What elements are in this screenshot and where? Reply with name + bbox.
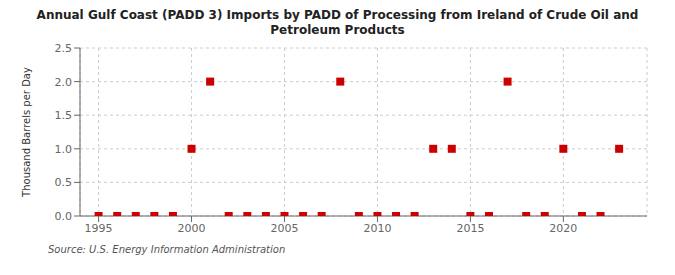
html-text:Annual Gulf Coast (PADD 3) Imp: Annual Gulf Coast (PADD 3) Imports by PA…: [36, 8, 639, 22]
svg-text:1.0: 1.0: [55, 143, 73, 156]
svg-text:2020: 2020: [549, 222, 577, 235]
svg-text:2000: 2000: [178, 222, 206, 235]
html-text:Source: U.S. Energy Informatio: Source: U.S. Energy Information Administ…: [48, 244, 286, 255]
svg-text:2015: 2015: [456, 222, 484, 235]
svg-text:2005: 2005: [270, 222, 298, 235]
svg-text:0.5: 0.5: [55, 176, 73, 189]
svg-text:2.0: 2.0: [55, 76, 73, 89]
svg-text:1995: 1995: [85, 222, 113, 235]
svg-text:0.0: 0.0: [55, 210, 73, 223]
svg-text:2.5: 2.5: [55, 42, 73, 55]
svg-text:Thousand Barrels per Day: Thousand Barrels per Day: [21, 67, 32, 198]
html-text:Petroleum Products: Petroleum Products: [270, 23, 405, 37]
svg-text:2010: 2010: [363, 222, 391, 235]
svg-text:1.5: 1.5: [55, 109, 73, 122]
